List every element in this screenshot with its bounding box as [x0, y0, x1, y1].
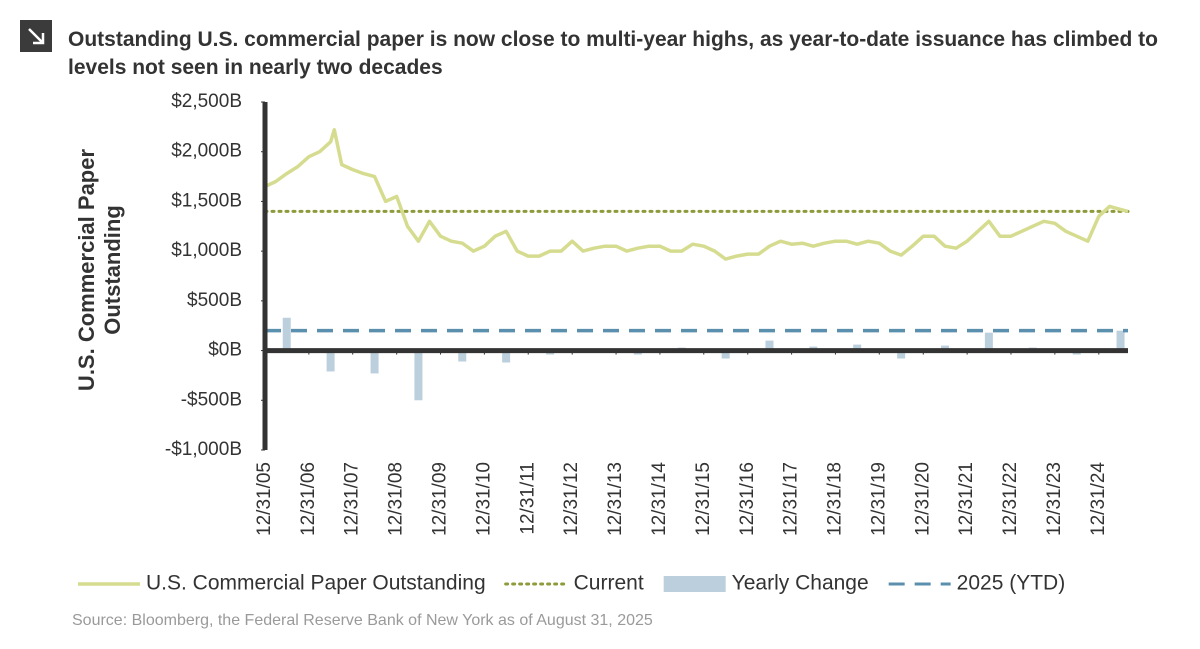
bar — [370, 350, 379, 374]
bar — [853, 344, 862, 351]
x-tick-label: 12/31/21 — [956, 462, 977, 536]
bar — [984, 332, 993, 351]
bar — [458, 350, 467, 362]
legend-label: Current — [574, 572, 644, 595]
chart-title: Outstanding U.S. commercial paper is now… — [68, 28, 1158, 79]
y-tick-label: $500B — [187, 290, 242, 311]
x-tick-label: 12/31/12 — [561, 462, 582, 536]
y-tick-label: $1,500B — [171, 190, 242, 211]
legend-item: Yearly Change — [663, 572, 869, 595]
y-tick-label: $0B — [208, 340, 242, 361]
y-tick-label: -$1,000B — [165, 439, 242, 460]
x-tick-label: 12/31/09 — [430, 462, 451, 536]
legend-item: Current — [504, 572, 644, 595]
legend-item: 2025 (YTD) — [888, 572, 1066, 595]
x-tick-label: 12/31/06 — [298, 462, 319, 536]
y-tick-label: -$500B — [181, 389, 242, 410]
x-tick-label: 12/31/17 — [781, 462, 802, 536]
bar — [502, 350, 511, 363]
source-note: Source: Bloomberg, the Federal Reserve B… — [72, 612, 653, 629]
x-tick-label: 12/31/19 — [868, 462, 889, 536]
legend-item: U.S. Commercial Paper Outstanding — [78, 572, 486, 595]
icon-arrow — [28, 28, 45, 45]
x-tick-label: 12/31/10 — [473, 462, 494, 536]
bar — [721, 350, 730, 359]
x-tick-label: 12/31/08 — [386, 462, 407, 536]
x-tick-label: 12/31/24 — [1088, 462, 1109, 536]
x-tick-label: 12/31/23 — [1044, 462, 1065, 536]
bar — [1116, 330, 1125, 351]
y-tick-label: $2,000B — [171, 141, 242, 162]
bar — [897, 350, 906, 359]
x-tick-label: 12/31/22 — [1000, 462, 1021, 536]
x-tick-label: 12/31/05 — [254, 462, 275, 536]
x-tick-label: 12/31/20 — [912, 462, 933, 536]
y-tick-label: $2,500B — [171, 91, 242, 112]
y-axis-label: U.S. Commercial Paper Outstanding — [74, 148, 125, 392]
x-tick-label: 12/31/11 — [517, 462, 538, 535]
bar — [282, 317, 291, 351]
line — [264, 128, 1129, 261]
icon — [20, 20, 52, 52]
x-tick-label: 12/31/15 — [693, 462, 714, 536]
x-tick-label: 12/31/07 — [342, 462, 363, 536]
x-tick-label: 12/31/16 — [737, 462, 758, 536]
x-tick-label: 12/31/18 — [824, 462, 845, 536]
bar — [765, 340, 774, 351]
legend-label: U.S. Commercial Paper Outstanding — [146, 572, 486, 595]
x-tick-label: 12/31/13 — [605, 462, 626, 536]
x-tick-label: 12/31/14 — [649, 462, 670, 536]
y-tick-label: $1,000B — [171, 240, 242, 261]
bar — [326, 350, 335, 372]
legend-swatch — [663, 576, 726, 592]
legend-label: Yearly Change — [732, 572, 869, 595]
legend-label: 2025 (YTD) — [957, 572, 1066, 595]
bar — [414, 350, 423, 401]
